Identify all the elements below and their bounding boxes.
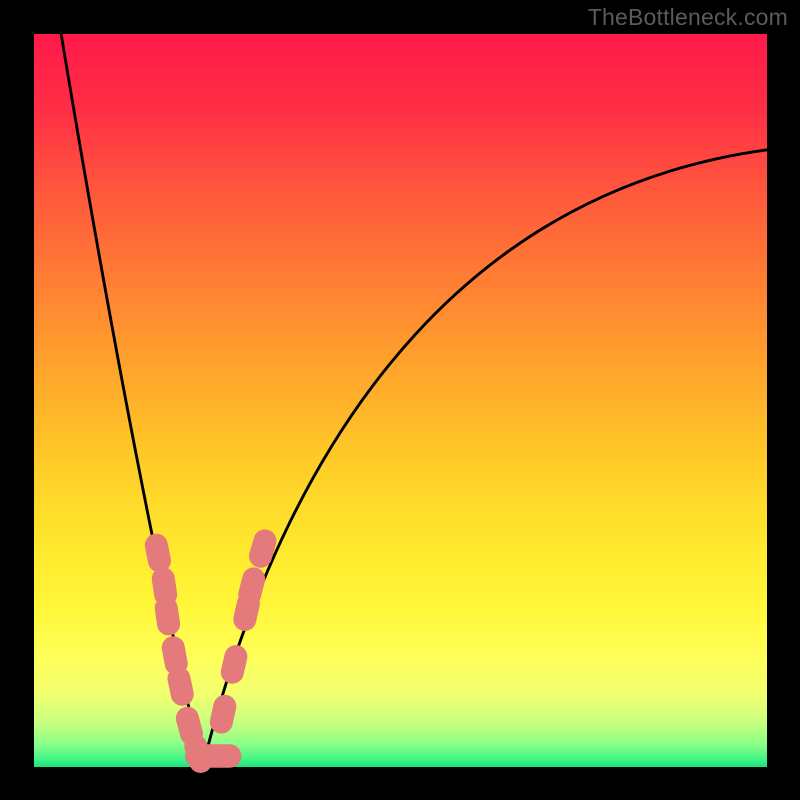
watermark-text: TheBottleneck.com <box>588 4 788 31</box>
marker-capsule <box>247 527 279 570</box>
curve-overlay <box>34 34 767 767</box>
marker-capsule <box>166 666 195 708</box>
chart-frame: TheBottleneck.com <box>0 0 800 800</box>
marker-bottom-bar <box>185 744 241 767</box>
plot-area <box>34 34 767 767</box>
marker-capsule <box>143 532 172 574</box>
marker-capsule <box>219 643 249 685</box>
marker-capsule <box>154 596 181 637</box>
marker-capsule <box>236 566 267 608</box>
curve-right-branch <box>203 150 767 767</box>
marker-capsule <box>208 693 238 735</box>
